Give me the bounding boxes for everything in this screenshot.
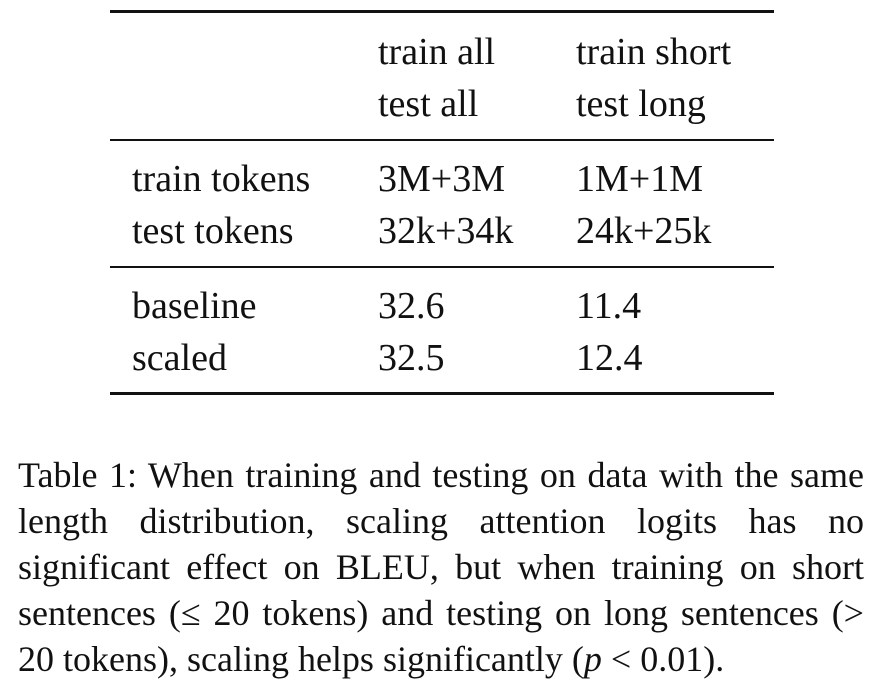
table-top-rule [110,10,774,13]
row-value: 3M+3M [378,158,506,200]
caption-text: Table 1: When training and testing on da… [18,455,864,679]
row-value: 11.4 [576,285,642,327]
row-value: 32.6 [378,285,445,327]
header-col2-line2: test long [576,83,706,125]
results-table: train all test all train short test long… [110,10,774,396]
table-bottom-rule [110,392,774,395]
row-value: 24k+25k [576,210,712,252]
caption-text-end: < 0.01). [601,639,725,679]
row-value: 32k+34k [378,210,514,252]
header-col1-line2: test all [378,83,479,125]
header-rule [110,139,774,141]
row-label: train tokens [132,158,311,200]
row-value: 12.4 [576,337,643,379]
row-value: 1M+1M [576,158,704,200]
header-col2-line1: train short [576,31,732,73]
caption-p-symbol: p [583,639,602,679]
row-value: 32.5 [378,337,445,379]
row-label: scaled [132,337,227,379]
section-rule [110,266,774,268]
table-caption: Table 1: When training and testing on da… [18,452,864,682]
header-col1-line1: train all [378,31,496,73]
row-label: test tokens [132,210,294,252]
row-label: baseline [132,285,257,327]
